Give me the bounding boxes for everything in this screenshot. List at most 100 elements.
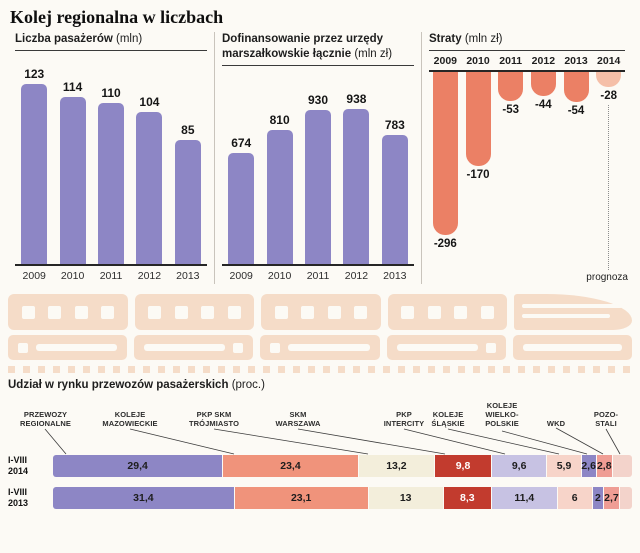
bar-column: -170 xyxy=(462,71,495,270)
share-segment: 13 xyxy=(368,486,444,509)
operator-label: PKP INTERCITY xyxy=(383,410,425,428)
chart-area: 674 810 930 938 783 xyxy=(222,66,414,284)
bar-column: 783 xyxy=(376,66,414,264)
share-value: 2 xyxy=(594,491,601,504)
year-label: 2014 xyxy=(597,54,621,67)
share-segment: 5,9 xyxy=(547,455,582,478)
top-charts: Liczba pasażerów (mln) 123 114 110 104 xyxy=(8,32,632,284)
bar-value: 114 xyxy=(62,80,83,94)
market-share-body: PRZEWOZY REGIONALNE KOLEJE MAZOWIECKIE P… xyxy=(8,393,632,509)
bar xyxy=(266,130,293,264)
share-value: 11,4 xyxy=(514,491,535,504)
train-car-icon xyxy=(134,335,254,360)
bar-column: 85 xyxy=(169,51,207,264)
train-car-icon xyxy=(8,294,128,330)
market-share-title: Udział w rynku przewozów pasażerskich (p… xyxy=(8,379,632,391)
page-header: Kolej regionalna w liczbach xyxy=(0,0,640,30)
forecast-dotted-line xyxy=(608,104,610,270)
chart-passengers-title: Liczba pasażerów (mln) xyxy=(15,32,207,51)
x-axis-top: 2009 2010 2011 2012 2013 2014 xyxy=(429,55,625,72)
bar-value: 674 xyxy=(231,136,252,150)
bar-value: 810 xyxy=(269,113,290,127)
bar xyxy=(21,84,48,264)
share-segment: 2 xyxy=(592,486,605,509)
share-value: 9,6 xyxy=(511,460,527,473)
share-segment: 6 xyxy=(557,486,593,509)
forecast-note: prognoza xyxy=(586,272,628,283)
train-upper-row xyxy=(8,294,632,330)
operator-label: POZO- STALI xyxy=(593,410,619,428)
bar-value: 123 xyxy=(24,67,45,81)
chart-losses-title: Straty (mln zł) xyxy=(429,32,625,51)
share-segment: 2,7 xyxy=(604,486,620,509)
operator-label: SKM WARSZAWA xyxy=(275,410,321,428)
bar xyxy=(136,112,163,264)
year-label: 2010 xyxy=(60,270,85,282)
share-value: 9,8 xyxy=(455,460,471,473)
bar-column: 114 xyxy=(53,51,91,264)
year-label: 2011 xyxy=(306,270,330,282)
page-title: Kolej regionalna w liczbach xyxy=(10,7,224,27)
share-segment xyxy=(619,486,632,509)
year-label: 2011 xyxy=(99,270,123,282)
bar-column: -296 xyxy=(429,71,462,270)
train-car-icon xyxy=(260,335,380,360)
share-row-2013: I-VIII 2013 31,4 23,1 13 8,3 11,4 6 2 2,… xyxy=(8,487,632,510)
train-lower-row xyxy=(8,335,633,360)
year-label: 2009 xyxy=(433,54,458,67)
train-nose-icon xyxy=(514,294,632,330)
share-segment: 11,4 xyxy=(491,486,558,509)
share-row-2014: I-VIII 2014 29,4 23,4 13,2 9,8 9,6 5,9 2… xyxy=(8,455,632,478)
train-car-icon xyxy=(261,294,381,330)
loss-bar xyxy=(563,71,589,102)
share-segment xyxy=(612,455,632,478)
bar-column: -54 xyxy=(560,71,593,270)
operator-label: KOLEJE MAZOWIECKIE xyxy=(102,410,158,428)
row-label: I-VIII 2014 xyxy=(8,455,29,477)
year-label: 2013 xyxy=(564,54,588,67)
year-label: 2013 xyxy=(176,270,200,282)
operator-label: KOLEJE WIELKO- POLSKIE xyxy=(485,401,519,428)
loss-bar xyxy=(432,71,458,235)
chart-area: 123 114 110 104 85 xyxy=(15,51,207,284)
x-axis: 2009 2010 2011 2012 2013 xyxy=(15,264,207,284)
chart-funding-title: Dofinansowanie przez urzędy marszałkowsk… xyxy=(222,32,414,66)
share-value: 13,2 xyxy=(386,460,407,473)
year-label: 2010 xyxy=(466,54,490,67)
bar-value: 85 xyxy=(181,123,195,137)
bar-group: -296 -170 -53 -44 -54 xyxy=(429,71,625,270)
row-label: I-VIII 2013 xyxy=(8,486,29,508)
bar-column: -53 xyxy=(494,71,527,270)
train-illustration xyxy=(8,294,633,373)
x-axis: 2009 2010 2011 2012 2013 xyxy=(222,264,414,284)
bar-column: 110 xyxy=(92,51,130,264)
bar-column-forecast: -28 xyxy=(592,71,625,270)
chart-area: 2009 2010 2011 2012 2013 2014 -296 -170 xyxy=(429,51,625,284)
share-segment: 8,3 xyxy=(443,486,492,509)
section-unit: (proc.) xyxy=(231,379,265,391)
share-segment: 23,1 xyxy=(234,486,369,509)
train-track-dots xyxy=(8,366,632,373)
chart-title-text: Dofinansowanie przez urzędy marszałkowsk… xyxy=(222,33,384,60)
bar-value: -53 xyxy=(502,103,519,116)
train-car-icon xyxy=(386,335,506,360)
bar-value: -28 xyxy=(600,89,617,102)
share-segment: 2,6 xyxy=(581,455,597,478)
bar-value: 938 xyxy=(346,92,367,106)
year-label: 2012 xyxy=(137,270,162,282)
bar-value: 110 xyxy=(101,86,121,100)
share-value: 23,1 xyxy=(290,491,312,504)
bar xyxy=(98,103,125,264)
train-car-icon xyxy=(134,294,254,330)
bar-column: 810 xyxy=(260,66,298,264)
share-segment: 29,4 xyxy=(53,455,224,478)
train-car-icon xyxy=(512,335,633,360)
bar-column: -44 xyxy=(527,71,560,270)
chart-title-text: Straty xyxy=(429,33,462,45)
bar-column: 104 xyxy=(130,51,168,264)
chart-unit: (mln) xyxy=(116,33,143,45)
chart-funding: Dofinansowanie przez urzędy marszałkowsk… xyxy=(214,32,422,284)
operator-label: PKP SKM TRÓJMIASTO xyxy=(188,410,240,428)
stacked-bar: 31,4 23,1 13 8,3 11,4 6 2 2,7 xyxy=(53,486,632,509)
loss-bar xyxy=(530,71,556,96)
